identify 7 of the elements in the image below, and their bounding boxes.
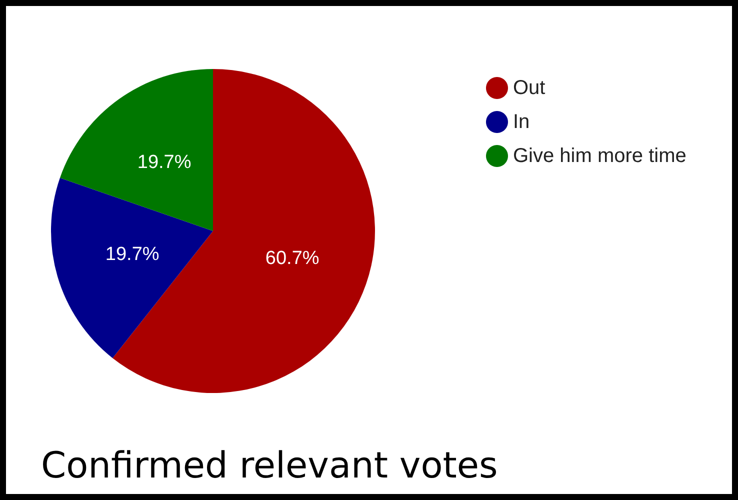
legend-label: Give him more time [513, 145, 686, 167]
data-label: 19.7% [137, 152, 192, 174]
text: Confirmed relevant votes [41, 446, 498, 486]
data-label: 60.7% [265, 248, 320, 270]
legend-label: In [513, 111, 530, 133]
legend-label: Out [513, 77, 546, 99]
data-label: 19.7% [105, 244, 160, 266]
